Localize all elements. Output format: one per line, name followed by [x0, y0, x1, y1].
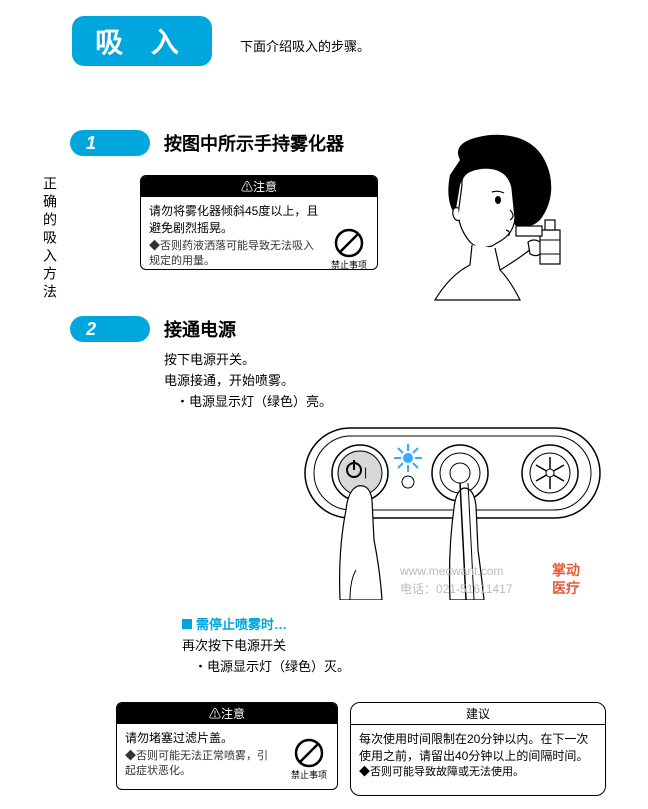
intro-text: 下面介绍吸入的步骤。: [240, 36, 370, 55]
caution2-text: 请勿堵塞过滤片盖。: [125, 730, 275, 747]
prohibit-icon: 禁止事项: [327, 228, 371, 270]
section-header: 吸 入: [72, 16, 212, 66]
step2-line2: 电源接通，开始喷雾。: [164, 371, 332, 392]
vertical-label: 正确的吸入方法: [40, 176, 60, 302]
suggestion-box: 建议 每次使用时间限制在20分钟以内。在下一次使用之前，请留出40分钟以上的间隔…: [350, 702, 606, 796]
caution2-bullet: ◆否则可能无法正常喷雾，引起症状恶化。: [125, 749, 275, 780]
watermark-phone: 电话：021-51611417: [400, 580, 513, 597]
step2-line1: 按下电源开关。: [164, 350, 332, 371]
step2-line3: ・电源显示灯（绿色）亮。: [164, 392, 332, 413]
prohibit-label-2: 禁止事项: [287, 769, 331, 782]
section-title: 吸 入: [95, 21, 189, 61]
caution-text: 请勿将雾化器倾斜45度以上，且避免剧烈摇晃。: [149, 203, 319, 237]
step-2-title: 接通电源: [164, 316, 236, 342]
stop-heading-text: 需停止喷雾时…: [196, 617, 287, 632]
caution-box-1: ⚠注意 请勿将雾化器倾斜45度以上，且避免剧烈摇晃。 ◆否则药液洒落可能导致无法…: [140, 175, 378, 270]
stop-line2: ・电源显示灯（绿色）灭。: [182, 657, 350, 678]
person-holding-nebulizer-illustration: [400, 130, 590, 310]
stop-line1: 再次按下电源开关: [182, 636, 350, 657]
watermark-url: www.medwant.com: [400, 564, 503, 578]
step-badge-2: 2: [70, 316, 150, 342]
caution-header-2: ⚠注意: [117, 703, 337, 724]
stop-heading: 需停止喷雾时…: [182, 614, 287, 633]
watermark-brand2: 医疗: [552, 578, 580, 598]
watermark-brand1: 掌动: [552, 560, 580, 580]
svg-text:|: |: [364, 465, 367, 479]
prohibit-icon-2: 禁止事项: [287, 738, 331, 782]
square-bullet-icon: [182, 619, 192, 629]
step-number: 1: [86, 133, 96, 154]
suggest-text: 每次使用时间限制在20分钟以内。在下一次使用之前，请留出40分钟以上的间隔时间。: [359, 731, 597, 765]
caution-bullet: ◆否则药液洒落可能导致无法吸入规定的用量。: [149, 239, 319, 270]
step-1-title: 按图中所示手持雾化器: [164, 130, 344, 156]
step-badge-1: 1: [70, 130, 150, 156]
caution-header: ⚠注意: [141, 176, 377, 197]
suggest-bullet: ◆否则可能导致故障或无法使用。: [359, 765, 597, 780]
suggestion-header: 建议: [351, 703, 605, 725]
prohibit-label: 禁止事项: [327, 259, 371, 270]
step-number: 2: [86, 319, 96, 340]
caution-box-2: ⚠注意 请勿堵塞过滤片盖。 ◆否则可能无法正常喷雾，引起症状恶化。 禁止事项: [116, 702, 338, 790]
